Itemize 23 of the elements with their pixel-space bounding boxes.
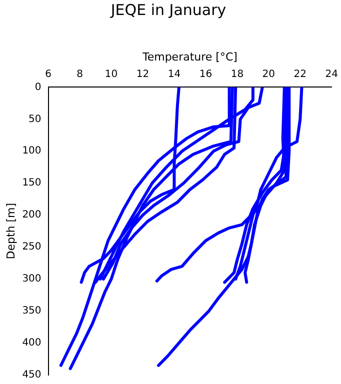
x-tick-label: 14 <box>168 68 181 80</box>
y-tick-label: 0 <box>34 82 42 93</box>
chart-title: JEQE in January <box>110 0 226 19</box>
x-tick-label: 12 <box>136 68 150 80</box>
x-tick-label: 16 <box>199 68 212 80</box>
x-tick-label: 18 <box>230 68 244 80</box>
y-tick-label: 350 <box>22 306 42 317</box>
x-tick-label: 8 <box>76 68 83 80</box>
x-axis-title: Temperature [°C] <box>141 50 238 64</box>
y-tick-label: 450 <box>22 370 42 381</box>
y-tick-label: 50 <box>28 114 42 125</box>
x-tick-label: 24 <box>325 68 338 80</box>
y-tick-label: 300 <box>22 274 42 285</box>
y-tick-label: 100 <box>22 146 42 157</box>
y-tick-label: 250 <box>22 242 42 253</box>
y-tick-label: 400 <box>22 338 42 349</box>
x-tick-label: 20 <box>262 68 276 80</box>
x-tick-label: 22 <box>294 68 307 80</box>
y-tick-label: 150 <box>22 178 42 189</box>
x-tick-label: 6 <box>45 68 52 80</box>
y-tick-label: 200 <box>22 210 42 221</box>
x-tick-label: 10 <box>104 68 118 80</box>
y-axis-title: Depth [m] <box>4 202 18 260</box>
